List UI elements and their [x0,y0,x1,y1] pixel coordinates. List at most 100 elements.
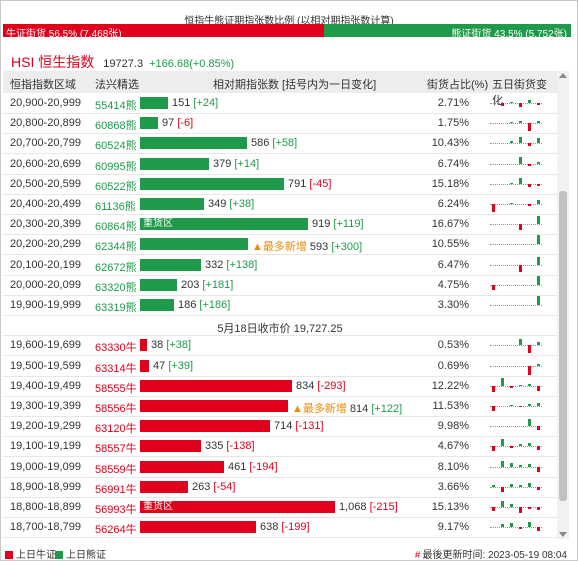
share-cell: 6.24% [437,198,469,210]
product-code-link[interactable]: 61136熊 [95,201,136,213]
scrollbar-thumb[interactable] [559,191,567,501]
contracts-change: [-199] [281,521,310,533]
sparkline-bar [537,342,540,345]
table-header: 恒指指数区域 法兴精选 相对期指张数 [括号内为一日变化] 街货占比(%) 五日… [3,71,557,107]
share-cell: 6.74% [437,158,469,170]
last-updated-text: 最後更新时间: 2023-05-19 08:04 [422,550,567,561]
sparkline-baseline [490,446,542,447]
sparkline-bar [510,141,513,143]
contracts-count: 1,068 [339,501,367,513]
contracts-count: 714 [274,420,293,432]
contracts-count: 638 [260,521,279,533]
contracts-text: ▲最多新增 593 [+300] [252,238,362,254]
heavy-zone-label: 重货区 [143,501,173,512]
scrollbar[interactable] [557,71,569,539]
five-day-sparkline [490,376,542,396]
index-header: HSI 恒生指数 19727.3 +166.68(+0.85%) [11,52,234,72]
contracts-bar [140,360,149,372]
legend-bull-label: 上日牛证 [16,550,56,561]
contracts-bar [140,238,248,250]
product-code-link[interactable]: 60995熊 [95,161,137,173]
contracts-bar [140,299,174,311]
index-name[interactable]: HSI 恒生指数 [11,54,95,70]
contracts-bar [140,521,256,533]
sparkline-baseline [490,487,542,488]
product-code-link[interactable]: 58555牛 [95,383,137,395]
sparkline-bar [510,183,513,184]
sparkline-bar [492,485,495,487]
sparkline-bar [510,463,513,467]
product-code-link[interactable]: 55414熊 [95,100,137,112]
product-code-link[interactable]: 60522熊 [95,181,137,193]
sparkline-bar [510,523,513,527]
table-row: 18,700-18,799 56264牛 638 [-199] 9.17% [3,517,557,538]
product-code-link[interactable]: 62672熊 [95,262,137,274]
contracts-change: [+14] [234,158,260,170]
contracts-change: [+186] [199,299,231,311]
range-cell: 20,300-20,399 [10,218,81,230]
five-day-sparkline [490,356,542,376]
share-cell: 1.75% [437,117,469,129]
product-code-link[interactable]: 56264牛 [95,524,137,536]
contracts-text: 834 [-293] [296,380,346,392]
product-code-link[interactable]: 60868熊 [95,120,137,132]
sparkline-baseline [490,285,542,286]
contracts-change: [-215] [369,501,398,513]
contracts-bar [140,117,158,129]
contracts-change: [-194] [249,461,278,473]
contracts-text: ▲最多新增 814 [+122] [292,400,402,416]
scroll-up-arrow-icon[interactable] [559,73,567,78]
sparkline-baseline [490,366,542,367]
share-cell: 0.53% [437,339,469,351]
contracts-count: 38 [151,339,164,351]
sparkline-bar [510,102,513,103]
sparkline-bar [528,143,531,146]
sparkline-baseline [490,345,542,346]
legend-bull-swatch-icon [5,551,13,559]
product-code-link[interactable]: 60524熊 [95,140,137,152]
footer: 上日牛证 上日熊证 # 最後更新时间: 2023-05-19 08:04 [3,543,571,561]
contracts-bar: 重货区 [140,501,335,513]
sparkline-bar [510,203,513,204]
product-code-link[interactable]: 60864熊 [95,221,137,233]
product-code-link[interactable]: 58559牛 [95,464,137,476]
range-cell: 18,900-18,999 [10,481,81,493]
sparkline-bar [537,235,540,244]
table-row: 19,300-19,399 58556牛 ▲最多新增 814 [+122] 11.53% [3,396,557,417]
five-day-sparkline [490,174,542,194]
sparkline-bar [501,487,504,492]
contracts-text: 791 [-45] [288,178,331,190]
product-code-link[interactable]: 58556牛 [95,403,137,415]
table-row: 20,000-20,099 63320熊 203 [+181] 4.75% [3,275,557,296]
sparkline-baseline [490,123,542,124]
sparkline-bar [510,446,513,448]
share-cell: 2.71% [437,97,469,109]
sparkline-bar [528,522,531,527]
contracts-change: [+119] [333,218,364,230]
product-code-link[interactable]: 63320熊 [95,282,137,294]
five-day-sparkline [490,255,542,275]
scroll-down-arrow-icon[interactable] [559,532,567,537]
product-code-link[interactable]: 63330牛 [95,342,137,354]
contracts-bar [140,420,270,432]
sparkline-baseline [490,507,542,508]
share-cell: 9.17% [437,521,469,533]
contracts-change: [-6] [177,117,194,129]
product-code-link[interactable]: 56991牛 [95,484,137,496]
product-code-link[interactable]: 63120牛 [95,423,137,435]
product-code-link[interactable]: 63314牛 [95,363,137,375]
contracts-count: 186 [178,299,197,311]
sparkline-bar [528,464,531,467]
product-code-link[interactable]: 56993牛 [95,504,137,516]
sparkline-bar [537,426,540,430]
product-code-link[interactable]: 58557牛 [95,443,137,455]
product-code-link[interactable]: 62344熊 [95,241,137,253]
product-code-link[interactable]: 63319熊 [95,302,137,314]
contracts-count: 263 [192,481,211,493]
range-cell: 20,400-20,499 [10,198,81,210]
contracts-change: [+122] [371,403,403,415]
range-cell: 20,200-20,299 [10,238,81,250]
sparkline-bar [528,164,531,166]
contracts-text: 332 [+138] [205,259,257,271]
range-cell: 19,100-19,199 [10,440,81,452]
